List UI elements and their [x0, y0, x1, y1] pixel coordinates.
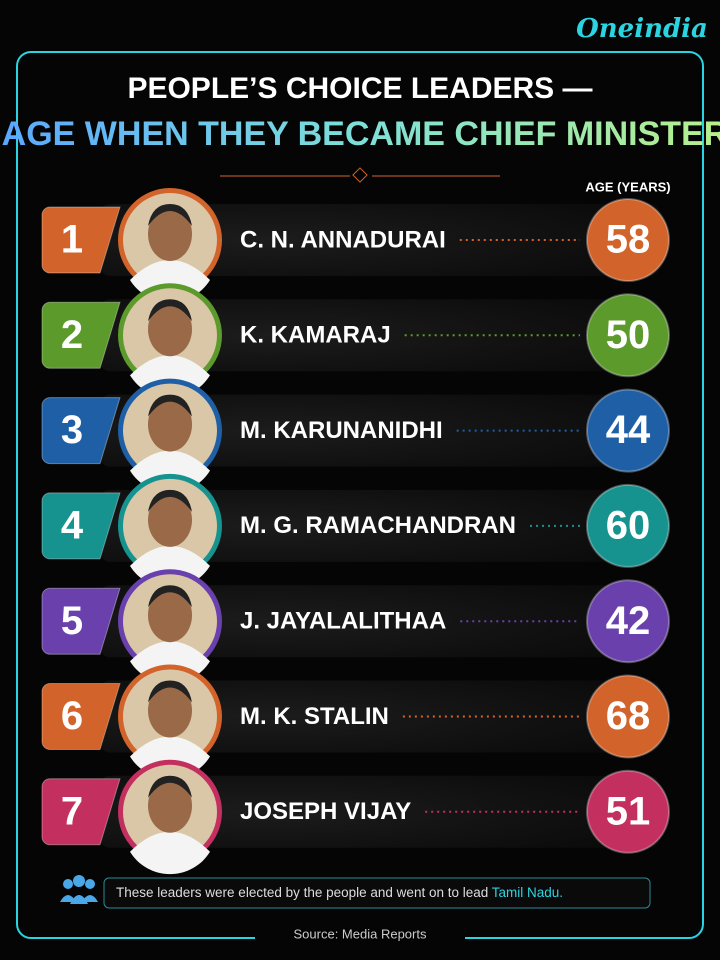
portrait-face: [148, 302, 192, 357]
leader-name: JOSEPH VIJAY: [240, 798, 411, 825]
title-line1: PEOPLE’S CHOICE LEADERS —: [127, 72, 592, 105]
rows: 1 C. N. ANNADURAI 58 2 K. KAMARAJ 50 3 M. KARUN…: [41, 188, 670, 875]
age: 58: [606, 218, 651, 262]
age-circle: [586, 674, 670, 759]
rank: 4: [61, 503, 84, 547]
age: 42: [606, 599, 651, 643]
rank: 7: [61, 789, 83, 833]
portrait-face: [148, 588, 192, 643]
rank-badge: [41, 683, 121, 750]
row-bg: [100, 394, 660, 467]
portrait-face: [148, 683, 192, 738]
age-circle: [586, 388, 670, 473]
portrait-hair: [148, 204, 192, 226]
row: 6 M. K. STALIN 68: [41, 664, 670, 779]
rank-badge: [41, 778, 121, 846]
rank: 6: [61, 694, 83, 738]
note-box: [103, 877, 651, 909]
row-bg: [100, 680, 660, 753]
leader-name: C. N. ANNADURAI: [240, 226, 446, 253]
age: 60: [606, 503, 651, 547]
portrait-hair: [148, 299, 192, 322]
portrait-hair: [148, 775, 192, 798]
row-bg: [100, 489, 660, 562]
divider-diamond: [352, 167, 368, 183]
row: 3 M. KARUNANIDHI 44: [41, 378, 670, 493]
rank: 3: [61, 408, 83, 452]
note: These leaders were elected by the people…: [116, 885, 563, 900]
title-line2: AGE WHEN THEY BECAME CHIEF MINISTER: [2, 115, 720, 153]
age-circle: [586, 293, 670, 378]
note-highlight: Tamil Nadu.: [492, 885, 563, 900]
leader-name: J. JAYALALITHAA: [240, 608, 446, 635]
people-icon: [60, 875, 98, 904]
portrait-face: [148, 397, 192, 452]
row: 7 JOSEPH VIJAY 51: [41, 759, 670, 875]
age-circle: [586, 198, 670, 282]
age-circle: [586, 483, 670, 568]
row-bg: [100, 585, 660, 658]
portrait-face: [148, 492, 192, 547]
age-circle: [586, 769, 670, 854]
row: 2 K. KAMARAJ 50: [41, 283, 670, 398]
row-bg: [100, 299, 660, 372]
leader-name: M. K. STALIN: [240, 703, 389, 730]
brand-backdrop: [580, 8, 710, 48]
portrait-hair: [148, 585, 192, 608]
leader-name: K. KAMARAJ: [240, 322, 391, 349]
portrait-face: [148, 207, 192, 261]
note-text: These leaders were elected by the people…: [116, 885, 488, 900]
age: 51: [606, 789, 651, 833]
rank-badge: [41, 587, 121, 655]
row: 4 M. G. RAMACHANDRAN 60: [41, 473, 670, 589]
portrait-shoulders: [130, 831, 210, 875]
portrait-hair: [148, 680, 192, 703]
portrait-face: [148, 778, 192, 833]
portrait-hair: [148, 489, 192, 512]
age: 44: [606, 408, 651, 452]
row: 1 C. N. ANNADURAI 58: [41, 188, 670, 303]
leader-name: M. G. RAMACHANDRAN: [240, 512, 516, 539]
rank-badge: [41, 492, 121, 560]
age: 50: [606, 313, 651, 357]
portrait-hair: [148, 394, 192, 417]
leader-name: M. KARUNANIDHI: [240, 417, 443, 444]
rank-badge: [41, 397, 121, 465]
source-backdrop: [255, 924, 465, 948]
age: 68: [606, 694, 651, 738]
age-circle: [586, 579, 670, 664]
rank: 2: [61, 313, 83, 357]
row-bg: [100, 204, 660, 276]
row-bg: [100, 775, 660, 848]
row: 5 J. JAYALALITHAA 42: [41, 569, 670, 684]
rank: 1: [61, 218, 83, 262]
source: Source: Media Reports: [294, 926, 427, 941]
column-label: AGE (YEARS): [585, 179, 670, 194]
rank-badge: [41, 301, 121, 369]
rank: 5: [61, 599, 83, 643]
rank-badge: [41, 206, 121, 274]
brand: Oneindia: [576, 14, 708, 44]
